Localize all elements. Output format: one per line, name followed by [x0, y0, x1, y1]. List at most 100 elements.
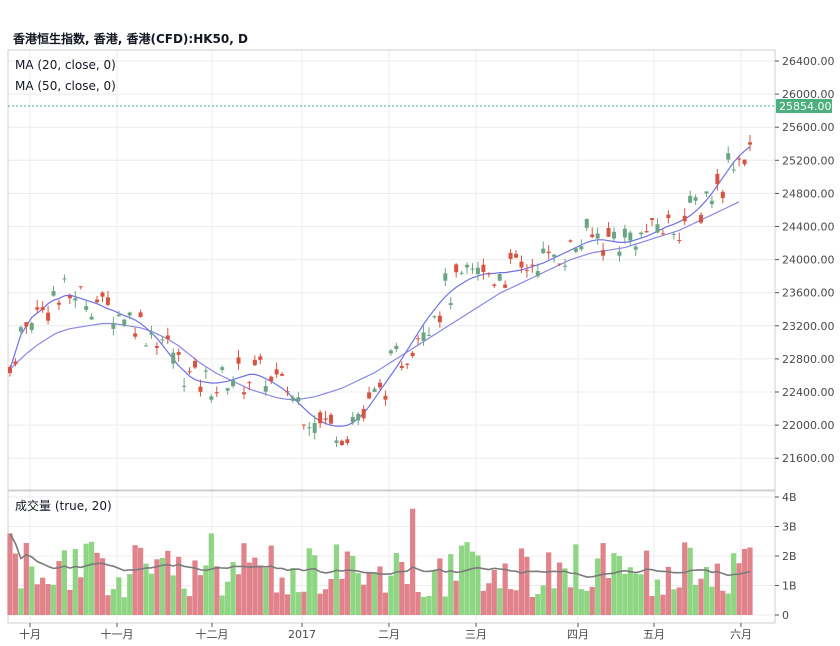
candle-body	[421, 332, 426, 341]
volume-bar	[627, 567, 633, 615]
candle-body	[492, 284, 497, 286]
candle-body	[633, 246, 638, 250]
candle-body	[726, 153, 731, 160]
candle-body	[677, 240, 682, 242]
last-price-label: 25854.00	[779, 100, 832, 113]
volume-bar	[371, 572, 378, 615]
volume-bar	[181, 588, 187, 615]
volume-bar	[78, 577, 84, 615]
volume-bar	[306, 548, 312, 615]
volume-bar	[176, 556, 182, 615]
candle-body	[171, 352, 176, 364]
volume-bar	[12, 553, 19, 615]
candle-body	[650, 218, 655, 220]
candle-body	[372, 388, 377, 392]
volume-bar	[89, 541, 95, 615]
volume-bar	[143, 563, 149, 615]
candle-body	[274, 369, 279, 375]
price-tick-label: 24800.00	[782, 187, 835, 200]
volume-bar	[279, 577, 285, 615]
candle-body	[154, 345, 159, 348]
time-tick-label: 五月	[643, 628, 665, 641]
candle-body	[568, 240, 573, 242]
candle-body	[307, 427, 312, 429]
volume-bar	[257, 565, 263, 615]
candle-body	[111, 323, 116, 329]
volume-bar	[45, 584, 51, 615]
candle-body	[731, 169, 736, 171]
volume-bar	[644, 550, 650, 615]
volume-bar	[486, 583, 492, 615]
candle-body	[519, 261, 524, 268]
volume-bar	[589, 586, 595, 615]
volume-bar	[546, 552, 552, 615]
candle-body	[682, 215, 687, 222]
price-tick-label: 26000.00	[782, 88, 835, 101]
volume-bar	[274, 592, 280, 615]
candle-body	[606, 228, 611, 237]
volume-bar	[105, 595, 111, 615]
price-tick-label: 21600.00	[782, 452, 835, 465]
volume-bar	[671, 589, 677, 615]
ma50-legend[interactable]: MA (50, close, 0)	[15, 79, 116, 93]
volume-bar	[366, 571, 372, 615]
candle-body	[644, 231, 649, 233]
volume-bar	[562, 568, 568, 615]
volume-bar	[377, 566, 383, 615]
volume-bar	[23, 542, 29, 615]
volume-bar	[333, 544, 340, 615]
volume-bar	[551, 588, 557, 615]
candle-body	[383, 395, 388, 400]
candle-body	[73, 298, 78, 301]
candle-body	[541, 248, 546, 254]
candle-body	[67, 295, 72, 299]
volume-ma-path	[9, 533, 751, 578]
candle-body	[231, 380, 236, 387]
candle-body	[252, 359, 257, 366]
candle-body	[296, 397, 301, 402]
candle-body	[465, 264, 470, 268]
candle-body	[639, 232, 644, 235]
volume-bar	[241, 543, 247, 615]
candle-body	[443, 273, 448, 281]
volume-bar	[573, 544, 579, 615]
volume-bar	[714, 563, 720, 615]
volume-ma-line	[9, 533, 751, 578]
candle-body	[416, 338, 421, 340]
candle-body	[617, 251, 622, 256]
ma20-legend[interactable]: MA (20, close, 0)	[15, 58, 116, 72]
volume-bar	[605, 578, 612, 615]
volume-bar	[584, 590, 590, 615]
volume-bar	[339, 578, 345, 615]
candle-body	[475, 267, 480, 275]
time-tick-label: 六月	[730, 628, 752, 641]
chart-title: 香港恒生指数, 香港, 香港(CFD):HK50, D	[13, 32, 248, 46]
candles	[8, 135, 752, 448]
volume-bar	[225, 581, 231, 615]
volume-bar	[116, 577, 122, 615]
time-tick-label: 十月	[19, 627, 41, 641]
volume-bar	[720, 590, 726, 615]
candle-body	[399, 365, 404, 369]
volume-bar	[197, 575, 204, 615]
candle-body	[508, 252, 513, 259]
volume-bar	[159, 557, 165, 615]
volume-bar	[491, 569, 497, 615]
volume-bar	[600, 543, 606, 615]
candle-body	[301, 424, 306, 426]
volume-bar	[127, 574, 133, 615]
time-tick-label: 二月	[378, 628, 400, 641]
candle-body	[160, 339, 165, 341]
candle-body	[285, 391, 290, 393]
volume-legend[interactable]: 成交量 (true, 20)	[15, 499, 112, 513]
candle-body	[258, 356, 263, 360]
volume-bar	[192, 560, 198, 615]
candle-body	[688, 195, 693, 203]
volume-bar	[317, 593, 323, 615]
volume-bar	[393, 552, 399, 615]
candle-body	[367, 392, 372, 399]
candle-body	[448, 303, 453, 305]
candle-body	[182, 385, 187, 387]
candle-body	[611, 231, 616, 239]
